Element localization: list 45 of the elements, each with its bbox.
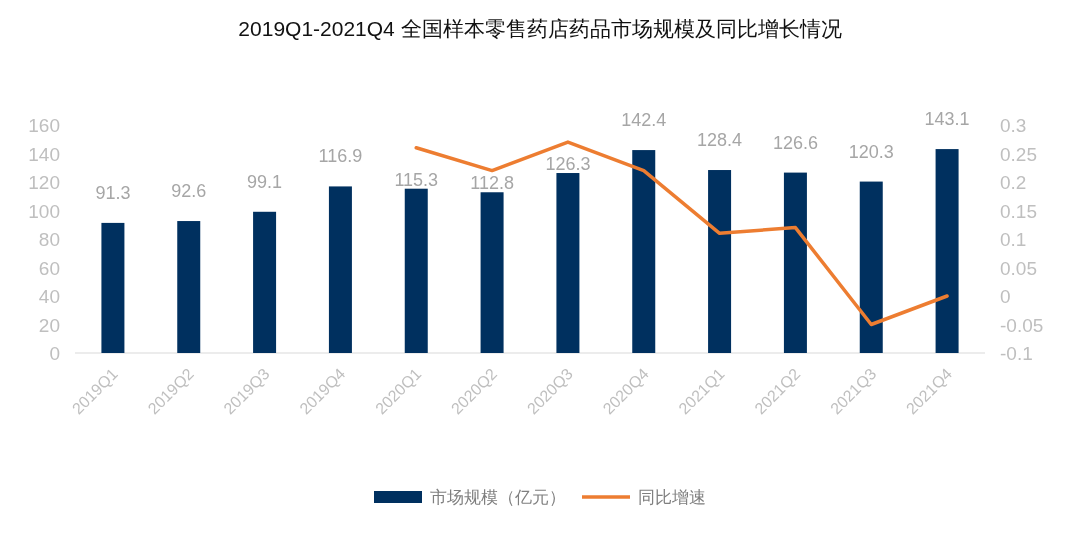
bar	[101, 222, 125, 353]
y-tick-label: 80	[38, 229, 60, 250]
y-tick-label: 120	[28, 172, 60, 193]
bar	[328, 186, 352, 353]
bar	[177, 221, 201, 353]
bar	[480, 192, 504, 353]
data-label: 116.9	[318, 146, 363, 167]
y2-tick-label: 0.1	[1000, 229, 1027, 250]
chart-title: 2019Q1-2021Q4 全国样本零售药店药品市场规模及同比增长情况	[238, 17, 842, 40]
y2-tick-label: -0.1	[1000, 343, 1033, 364]
y-tick-label: 20	[38, 314, 60, 336]
bar	[783, 172, 807, 353]
data-label: 126.6	[772, 132, 818, 153]
y-tick-label: 60	[38, 257, 60, 279]
bar	[404, 188, 428, 353]
y2-tick-label: 0.05	[1000, 257, 1037, 279]
data-label: 143.1	[924, 109, 970, 130]
y2-tick-label: -0.05	[1000, 314, 1044, 336]
data-label: 126.3	[545, 154, 591, 175]
y-tick-label: 40	[38, 286, 60, 307]
legend-label: 市场规模（亿元）	[430, 488, 566, 507]
bar	[708, 170, 732, 353]
y2-tick-label: 0.2	[1000, 172, 1027, 193]
bar	[253, 211, 277, 353]
data-label: 112.8	[470, 173, 514, 194]
data-label: 142.4	[621, 110, 667, 131]
y2-tick-label: 0	[1000, 286, 1011, 307]
data-label: 99.1	[247, 171, 283, 192]
bar	[859, 181, 883, 353]
legend-label: 同比增速	[638, 488, 706, 507]
bar	[556, 173, 580, 353]
data-label: 91.3	[95, 182, 131, 203]
data-label: 128.4	[697, 130, 743, 151]
y2-tick-label: 0.3	[1000, 115, 1027, 136]
data-label: 92.6	[171, 181, 207, 202]
y-tick-label: 160	[28, 115, 60, 136]
y-tick-label: 140	[28, 143, 60, 165]
bar	[935, 149, 959, 353]
data-label: 115.3	[394, 169, 439, 190]
bar	[632, 150, 656, 353]
y-tick-label: 100	[28, 200, 60, 222]
y-tick-label: 0	[49, 343, 60, 364]
y2-tick-label: 0.15	[1000, 200, 1037, 222]
y2-tick-label: 0.25	[1000, 143, 1037, 165]
data-label: 120.3	[848, 141, 894, 162]
